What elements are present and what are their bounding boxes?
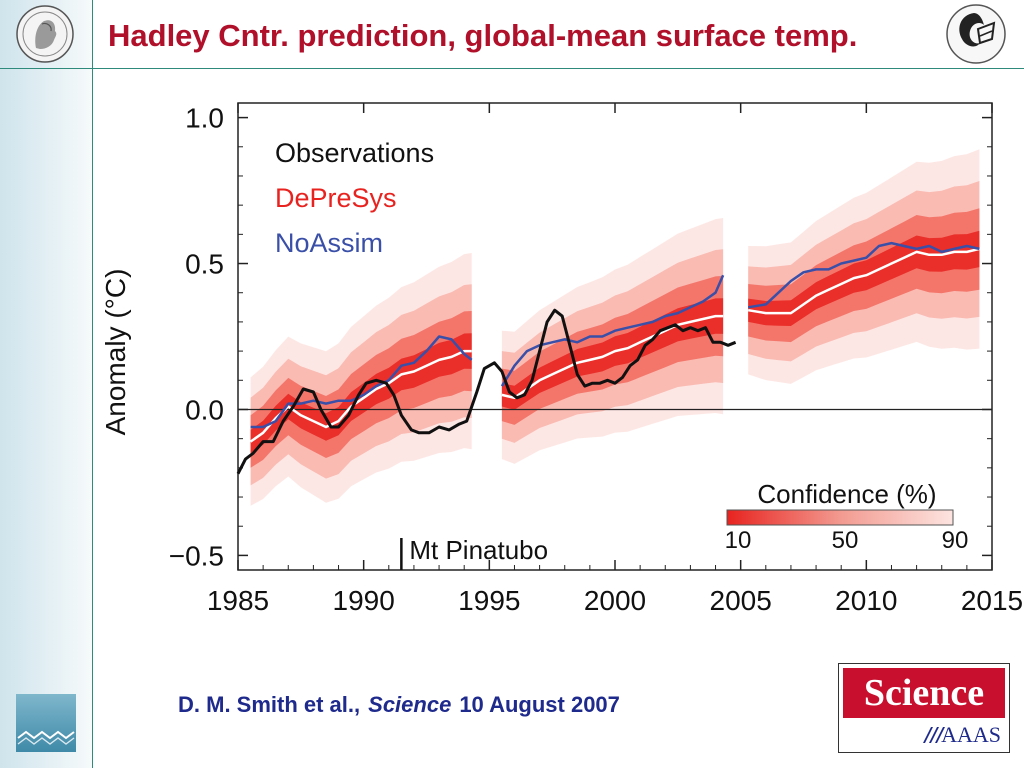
header-divider [0, 68, 1024, 69]
temperature-chart: 1985 1990 1995 2000 2005 2010 2015 1.0 0.5 0.0 −0.… [100, 102, 1023, 616]
y-tick-label: 1.0 [185, 103, 224, 134]
y-axis-label: Anomaly (°C) [100, 269, 131, 436]
aaas-text: AAAS [941, 722, 1001, 747]
confidence-tick-10: 10 [725, 527, 752, 554]
hadley-centre-logo-icon [946, 4, 1006, 64]
x-tick-label: 2000 [584, 585, 646, 616]
legend-observations: Observations [275, 138, 434, 168]
citation: D. M. Smith et al., Science 10 August 2007 [178, 692, 620, 718]
confidence-colorbar [726, 509, 954, 526]
science-aaas-logo: Science AAAS [838, 663, 1010, 753]
axis-ticks: 1985 1990 1995 2000 2005 2010 2015 1.0 0.5 0.0 −0.… [169, 103, 1023, 616]
x-tick-label: 1985 [207, 585, 269, 616]
zmaw-logo-icon [16, 694, 76, 752]
y-tick-label: 0.0 [185, 394, 224, 425]
pinatubo-annotation: Mt Pinatubo [409, 535, 548, 565]
confidence-tick-90: 90 [942, 527, 969, 554]
x-tick-label: 2005 [710, 585, 772, 616]
legend-depresys: DePreSys [275, 183, 397, 213]
x-tick-label: 2010 [835, 585, 897, 616]
science-wordmark: Science [843, 668, 1005, 718]
y-tick-label: 0.5 [185, 249, 224, 280]
observations-line [236, 308, 737, 475]
page-title: Hadley Cntr. prediction, global-mean sur… [108, 18, 858, 53]
confidence-legend-title: Confidence (%) [757, 479, 936, 509]
legend-noassim: NoAssim [275, 228, 383, 258]
x-tick-label: 2015 [961, 585, 1023, 616]
citation-journal: Science [368, 692, 452, 717]
x-tick-label: 1995 [458, 585, 520, 616]
citation-authors: D. M. Smith et al., [178, 692, 361, 717]
institute-seal-icon [16, 5, 74, 63]
y-tick-label: −0.5 [169, 540, 224, 571]
confidence-tick-50: 50 [832, 527, 859, 554]
citation-date: 10 August 2007 [459, 692, 620, 717]
x-tick-label: 1990 [333, 585, 395, 616]
aaas-mark-icon [923, 727, 945, 743]
depresys-line [249, 247, 980, 443]
sidebar-panel [0, 0, 93, 768]
series-lines [236, 241, 980, 475]
